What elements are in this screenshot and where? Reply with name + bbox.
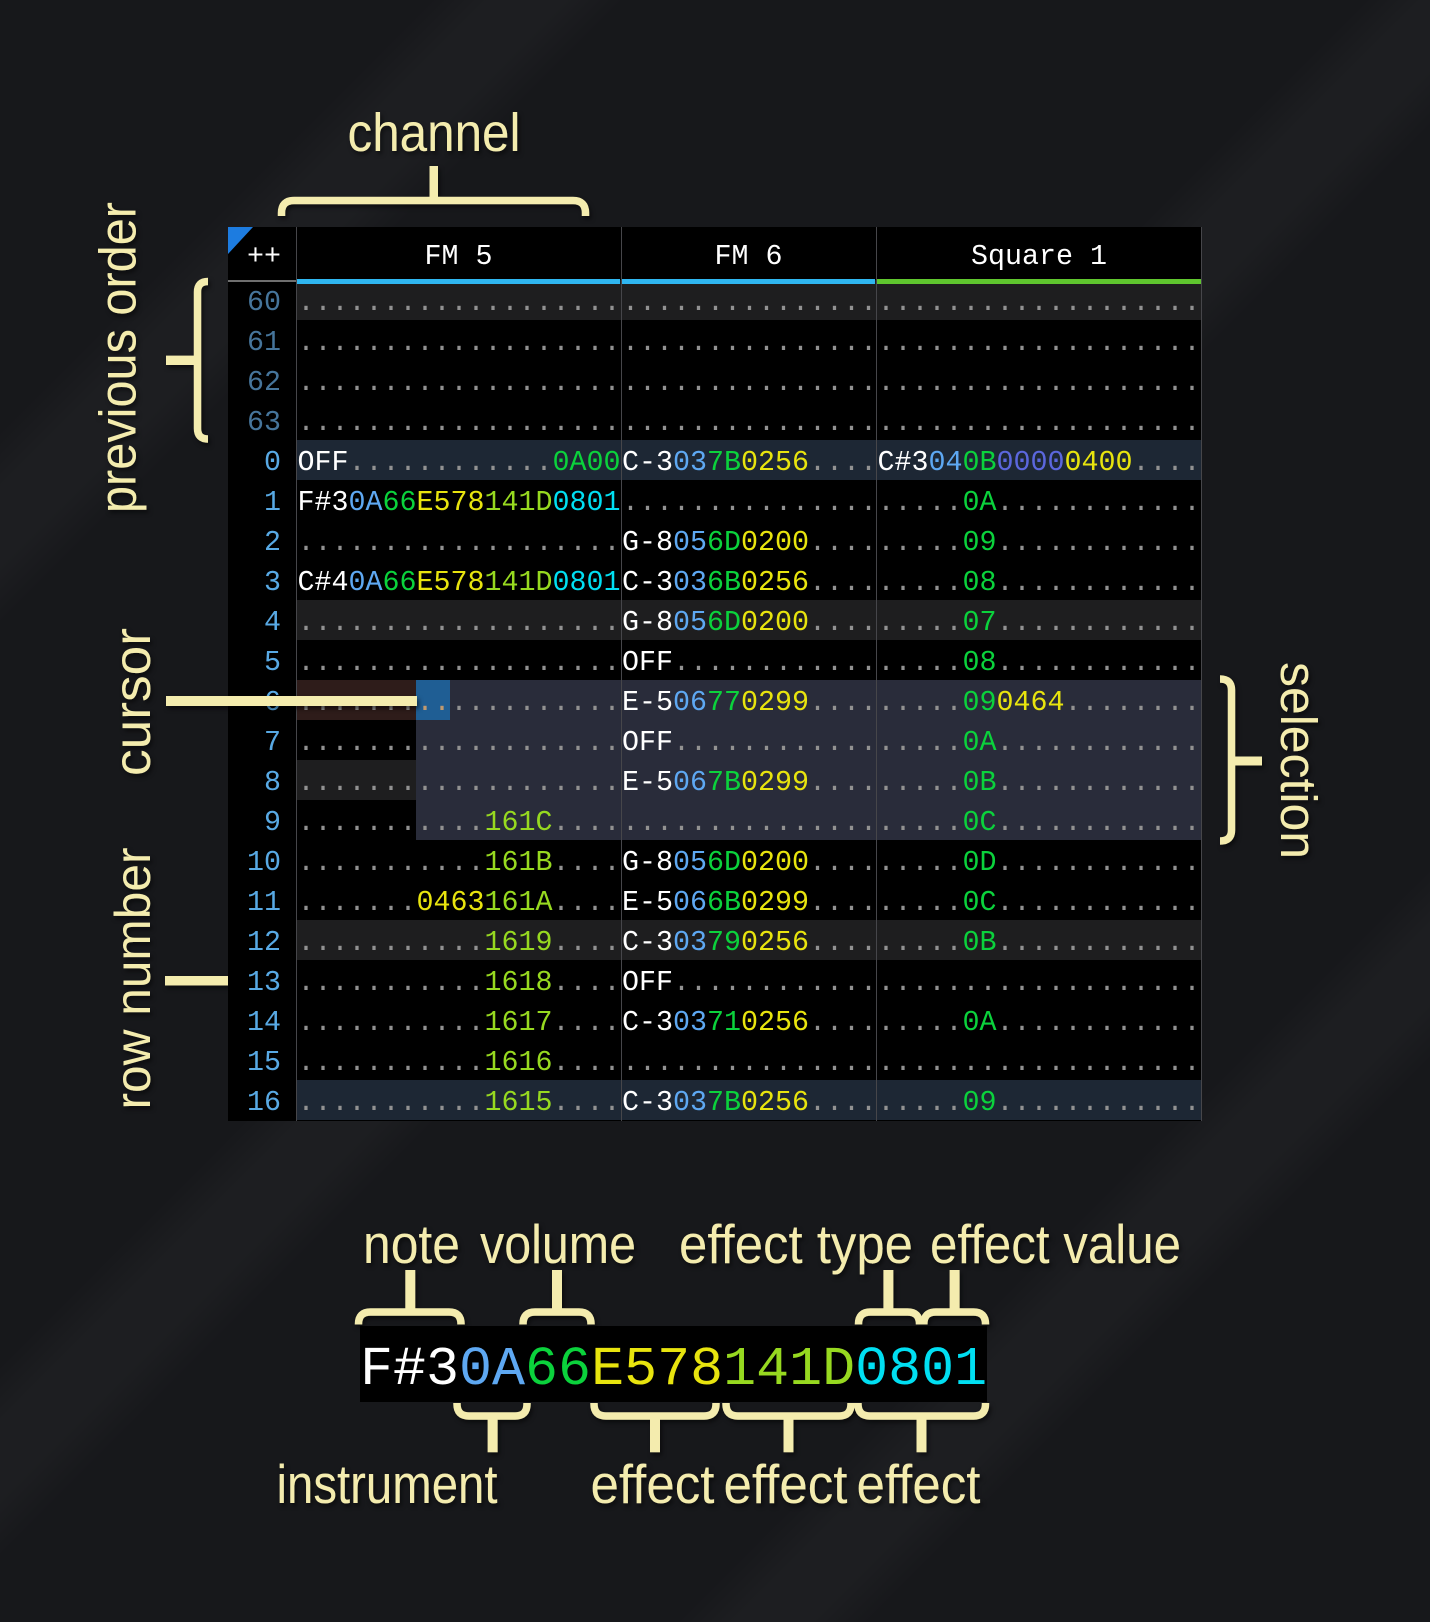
svg-text:channel: channel bbox=[348, 103, 521, 163]
svg-text:row number: row number bbox=[105, 848, 161, 1110]
svg-text:effect: effect bbox=[857, 1453, 981, 1515]
svg-text:previous order: previous order bbox=[90, 202, 148, 513]
svg-text:selection: selection bbox=[1270, 662, 1327, 859]
svg-text:instrument: instrument bbox=[277, 1453, 498, 1515]
svg-text:effect type: effect type bbox=[679, 1213, 913, 1275]
svg-text:volume: volume bbox=[480, 1213, 636, 1275]
svg-text:cursor: cursor bbox=[104, 628, 162, 776]
svg-text:effect value: effect value bbox=[930, 1213, 1181, 1275]
svg-text:note: note bbox=[363, 1213, 460, 1275]
svg-text:effect: effect bbox=[591, 1453, 715, 1515]
svg-text:effect: effect bbox=[724, 1453, 848, 1515]
